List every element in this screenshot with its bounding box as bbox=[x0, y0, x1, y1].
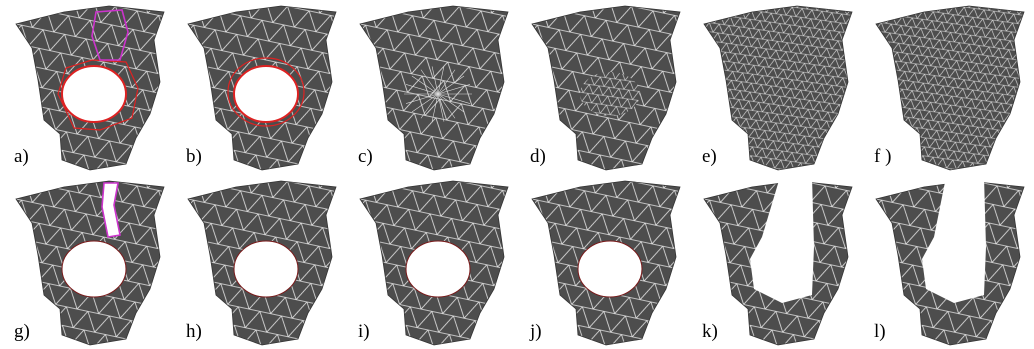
mesh-surface bbox=[704, 6, 852, 170]
panels: a) b) c) d) e) f ) g) h) i) j) k) l) bbox=[14, 6, 1024, 345]
panel: d) bbox=[530, 6, 680, 170]
refined-patch bbox=[580, 72, 640, 116]
panel-label: i) bbox=[358, 321, 370, 342]
panel-label: h) bbox=[186, 321, 202, 342]
panel: k) bbox=[702, 177, 852, 345]
mesh-surface bbox=[876, 6, 1024, 170]
hole bbox=[234, 66, 298, 122]
panel-label: f ) bbox=[874, 146, 891, 167]
panel-label: k) bbox=[702, 321, 718, 342]
panel: f ) bbox=[874, 6, 1024, 170]
panel-label: c) bbox=[358, 146, 373, 167]
panel-label: g) bbox=[14, 321, 30, 342]
panel-label: d) bbox=[530, 146, 546, 167]
hole bbox=[62, 241, 126, 297]
panel: b) bbox=[186, 6, 336, 170]
panel: i) bbox=[358, 181, 508, 345]
hole bbox=[234, 241, 298, 297]
panel-label: l) bbox=[874, 321, 886, 342]
figure: a) b) c) d) e) f ) g) h) i) j) k) l) bbox=[0, 0, 1034, 349]
panel-label: a) bbox=[14, 146, 29, 167]
panel-label: j) bbox=[529, 321, 542, 342]
panel: g) bbox=[14, 181, 164, 345]
panel: h) bbox=[186, 181, 336, 345]
panel: a) bbox=[14, 6, 164, 170]
panel: e) bbox=[702, 6, 852, 170]
hole bbox=[62, 66, 126, 122]
panel-label: b) bbox=[186, 146, 202, 167]
panel: l) bbox=[874, 177, 1024, 345]
hole bbox=[406, 241, 470, 297]
panel: c) bbox=[358, 6, 508, 170]
hole bbox=[578, 241, 642, 297]
panel-label: e) bbox=[702, 146, 717, 167]
panel: j) bbox=[529, 181, 680, 345]
